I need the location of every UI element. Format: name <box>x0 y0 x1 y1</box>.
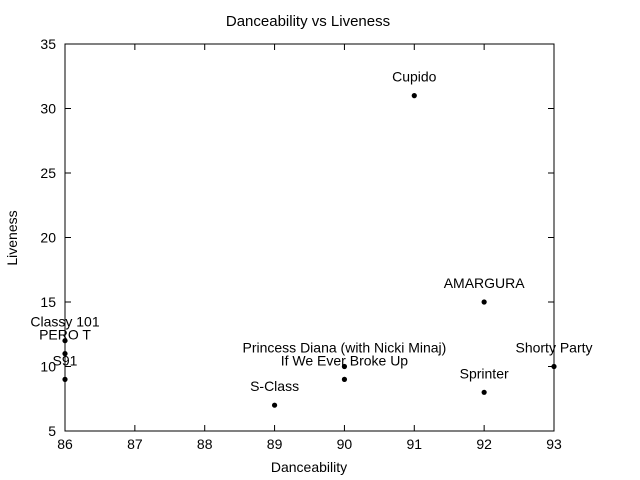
data-label-6: If We Ever Broke Up <box>281 352 409 368</box>
x-tick-label-5: 91 <box>406 436 422 452</box>
y-tick-label-0: 5 <box>48 423 56 439</box>
data-label-5: Princess Diana (with Nicki Minaj) <box>243 340 447 356</box>
data-label-4: S91 <box>53 352 78 368</box>
data-label-3: PERO T <box>39 327 91 343</box>
data-point-0 <box>411 93 417 99</box>
data-point-4 <box>62 376 68 382</box>
data-label-9: S-Class <box>250 378 299 394</box>
x-tick-label-0: 86 <box>57 436 73 452</box>
data-point-8 <box>481 389 487 395</box>
data-label-8: Sprinter <box>460 365 509 381</box>
x-tick-label-2: 88 <box>197 436 213 452</box>
data-label-2: Classy 101 <box>30 314 99 330</box>
y-tick-label-5: 30 <box>40 101 56 117</box>
x-tick-label-6: 92 <box>476 436 492 452</box>
data-label-1: AMARGURA <box>444 275 526 291</box>
data-point-6 <box>341 376 348 382</box>
axis-ticks: 86 87 88 89 90 91 92 93 5 10 15 20 25 30 35 <box>40 36 562 452</box>
data-point-5 <box>341 363 348 370</box>
y-tick-label-2: 15 <box>40 294 56 310</box>
y-tick-label-4: 25 <box>40 165 56 181</box>
y-axis-label: Liveness <box>4 210 20 265</box>
data-label-7: Shorty Party <box>515 340 592 356</box>
x-tick-label-4: 90 <box>337 436 353 452</box>
data-point-7 <box>551 363 557 370</box>
x-tick-label-7: 93 <box>546 436 562 452</box>
data-point-2 <box>62 338 68 344</box>
x-axis-label: Danceability <box>271 459 347 475</box>
chart-title: Danceability vs Liveness <box>226 13 390 30</box>
x-tick-label-1: 87 <box>127 436 143 452</box>
y-tick-label-1: 10 <box>40 359 56 375</box>
data-points <box>62 93 557 408</box>
data-label-0: Cupido <box>392 69 437 85</box>
y-tick-label-3: 20 <box>40 230 56 246</box>
data-point-1 <box>481 299 487 305</box>
data-point-3 <box>62 351 68 357</box>
data-point-9 <box>271 402 278 408</box>
y-tick-label-6: 35 <box>40 36 56 52</box>
x-tick-label-3: 89 <box>267 436 283 452</box>
